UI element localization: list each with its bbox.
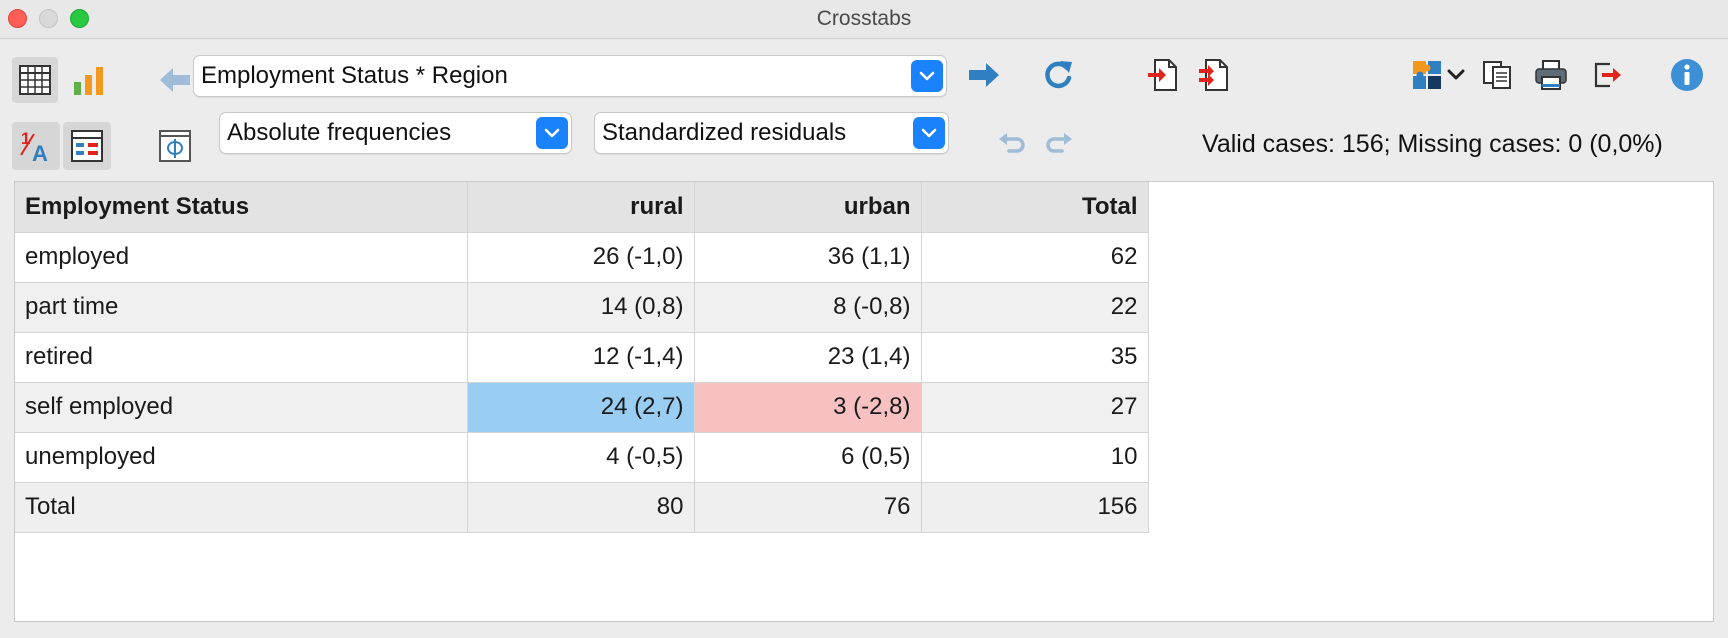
value-labels-icon: 1 A [20, 129, 48, 164]
refresh-button[interactable] [1035, 52, 1081, 98]
undo-button[interactable] [988, 120, 1034, 166]
arrow-right-icon [969, 63, 999, 87]
table-row: retired 12 (-1,4) 23 (1,4) 35 [15, 331, 1149, 383]
cell-total: 156 [920, 481, 1149, 533]
printer-icon [1535, 60, 1567, 90]
cell-rural: 14 (0,8) [466, 281, 695, 333]
cell-urban: 76 [693, 481, 922, 533]
svg-text:A: A [32, 141, 48, 164]
minimize-window-button[interactable] [39, 9, 58, 28]
copy-icon [1483, 61, 1511, 89]
chevron-down-icon [544, 128, 560, 138]
show-labels-button[interactable]: 1 A [12, 122, 60, 170]
cell-urban-negative-residual: 3 (-2,8) [693, 381, 922, 433]
row-label: self employed [15, 381, 468, 433]
cell-total: 62 [920, 231, 1149, 283]
row-label: unemployed [15, 431, 468, 483]
exit-icon [1594, 62, 1621, 88]
cell-urban: 8 (-0,8) [693, 281, 922, 333]
cell-total: 10 [920, 431, 1149, 483]
cell-total: 27 [920, 381, 1149, 433]
copy-button[interactable] [1474, 52, 1520, 98]
print-button[interactable] [1528, 52, 1574, 98]
cell-total: 22 [920, 281, 1149, 333]
add-to-project-button[interactable] [1406, 52, 1470, 98]
next-button[interactable] [961, 52, 1007, 98]
table-row: unemployed 4 (-0,5) 6 (0,5) 10 [15, 431, 1149, 483]
refresh-icon [1045, 61, 1072, 89]
cell-urban: 23 (1,4) [693, 331, 922, 383]
chart-view-button[interactable] [66, 57, 112, 103]
header-employment-status[interactable]: Employment Status [15, 182, 468, 233]
table-row: employed 26 (-1,0) 36 (1,1) 62 [15, 231, 1149, 283]
cell-rural-positive-residual: 24 (2,7) [466, 381, 695, 433]
variable-select-toggle[interactable] [911, 60, 943, 92]
bar-chart-icon [74, 67, 103, 95]
row-label: employed [15, 231, 468, 283]
cell-rural: 4 (-0,5) [466, 431, 695, 483]
cell-total: 35 [920, 331, 1149, 383]
export-button[interactable] [1140, 52, 1186, 98]
info-icon [1671, 59, 1703, 91]
variable-select-value: Employment Status * Region [201, 62, 508, 89]
frequency-select-toggle[interactable] [536, 117, 568, 149]
table-view-button[interactable] [12, 57, 58, 103]
export-all-button[interactable] [1191, 52, 1237, 98]
arrow-left-icon [160, 68, 190, 92]
chevron-down-icon [919, 71, 935, 81]
svg-text:1: 1 [21, 129, 30, 148]
cell-rural: 26 (-1,0) [466, 231, 695, 283]
maximize-window-button[interactable] [70, 9, 89, 28]
show-legend-button[interactable] [63, 122, 111, 170]
undo-icon [999, 133, 1025, 153]
chevron-down-icon [921, 128, 937, 138]
residual-select-value: Standardized residuals [602, 119, 847, 146]
cell-urban: 36 (1,1) [693, 231, 922, 283]
row-label: Total [15, 481, 468, 533]
phi-statistic-icon [159, 130, 191, 162]
row-label: retired [15, 331, 468, 383]
residual-select-toggle[interactable] [913, 117, 945, 149]
crosstab-table: Employment Status rural urban Total empl… [15, 182, 1149, 533]
redo-icon [1046, 133, 1072, 153]
redo-button[interactable] [1037, 120, 1083, 166]
row-label: part time [15, 281, 468, 333]
table-row: part time 14 (0,8) 8 (-0,8) 22 [15, 281, 1149, 333]
case-count-status: Valid cases: 156; Missing cases: 0 (0,0%… [1202, 130, 1663, 158]
crosstab-panel: Employment Status rural urban Total empl… [14, 181, 1714, 622]
residual-select[interactable]: Standardized residuals [594, 112, 949, 154]
info-button[interactable] [1664, 52, 1710, 98]
total-row: Total 80 76 156 [15, 481, 1149, 533]
table-icon [19, 65, 51, 95]
export-multiple-icon [1199, 59, 1228, 91]
header-rural[interactable]: rural [466, 182, 695, 233]
legend-icon [71, 130, 103, 162]
table-row: self employed 24 (2,7) 3 (-2,8) 27 [15, 381, 1149, 433]
title-bar: Crosstabs [0, 0, 1728, 39]
previous-button[interactable] [152, 57, 198, 103]
cell-rural: 12 (-1,4) [466, 331, 695, 383]
close-analysis-button[interactable] [1585, 52, 1631, 98]
window-title: Crosstabs [816, 7, 912, 30]
cell-urban: 6 (0,5) [693, 431, 922, 483]
cell-rural: 80 [466, 481, 695, 533]
variable-select[interactable]: Employment Status * Region [193, 55, 947, 97]
chevron-down-icon [1447, 69, 1465, 80]
header-urban[interactable]: urban [693, 182, 922, 233]
frequency-select[interactable]: Absolute frequencies [219, 112, 572, 154]
chi-square-button[interactable] [151, 122, 199, 170]
header-total[interactable]: Total [920, 182, 1149, 233]
puzzle-icon [1413, 61, 1441, 89]
export-document-icon [1148, 59, 1177, 91]
close-window-button[interactable] [8, 9, 27, 28]
frequency-select-value: Absolute frequencies [227, 119, 452, 146]
